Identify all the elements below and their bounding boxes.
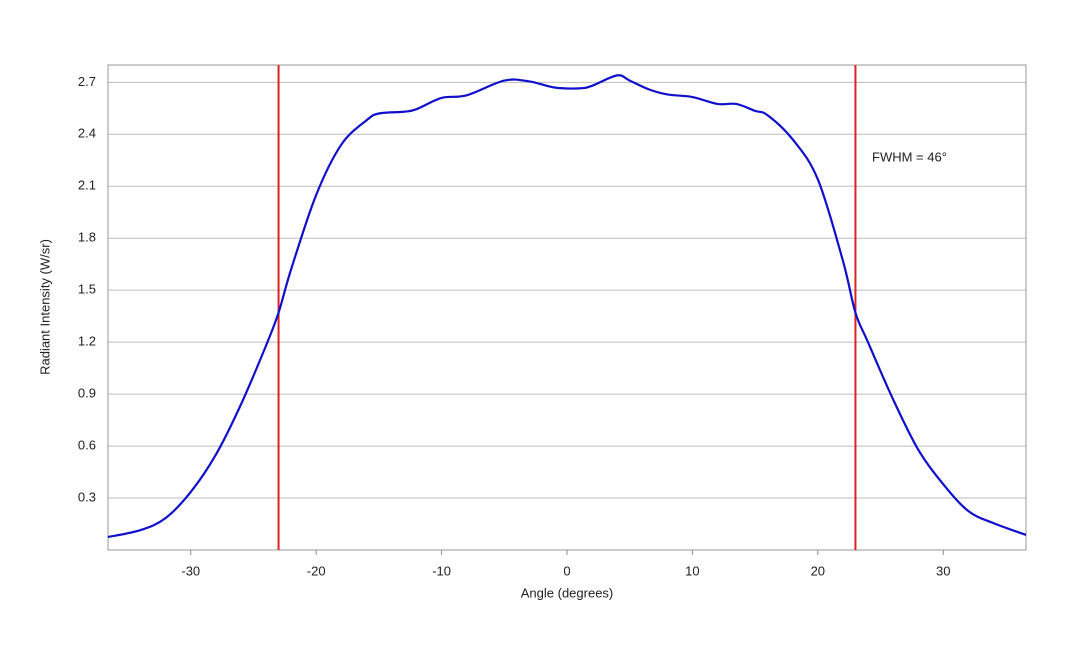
y-tick-label: 2.4 [78, 126, 96, 141]
x-tick-label: -30 [181, 563, 200, 578]
y-tick-label: 0.6 [78, 438, 96, 453]
y-tick-label: 0.3 [78, 489, 96, 504]
data-line [107, 74, 1027, 539]
y-tick-label: 1.2 [78, 334, 96, 349]
y-axis-label: Radiant Intensity (W/sr) [37, 239, 52, 375]
x-tick-label: 30 [936, 563, 950, 578]
x-tick-label: 0 [563, 563, 570, 578]
x-tick-label: -20 [307, 563, 326, 578]
x-axis-label: Angle (degrees) [521, 585, 614, 600]
x-tick-label: 20 [811, 563, 825, 578]
plot-frame [107, 64, 1027, 551]
y-tick-label: 2.7 [78, 74, 96, 89]
y-tick-label: 0.9 [78, 386, 96, 401]
y-tick-label: 2.1 [78, 178, 96, 193]
x-tick-label: -10 [432, 563, 451, 578]
y-tick-label: 1.5 [78, 282, 96, 297]
annotation: FWHM = 46° [872, 149, 947, 164]
x-tick-label: 10 [685, 563, 699, 578]
y-tick-label: 1.8 [78, 230, 96, 245]
